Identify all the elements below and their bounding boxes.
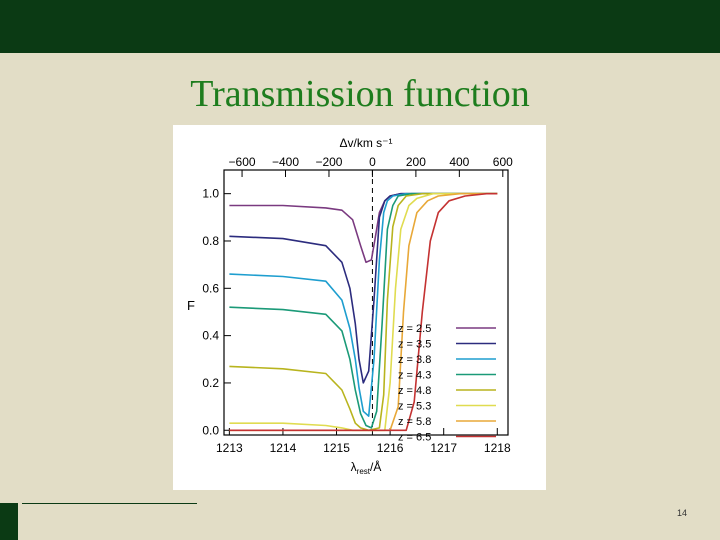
top-bar (0, 0, 720, 53)
legend: z = 2.5 z = 3.5 z = 3.8 z = 4.3 z = 4.8 z = 5… (398, 323, 496, 444)
legend-label: z = 5.3 (398, 401, 431, 413)
x-tick-label: 1214 (270, 441, 297, 455)
legend-label: z = 3.5 (398, 339, 431, 351)
x-axis-label-unit: /Å (370, 459, 381, 474)
tick-labels: 1213 1214 1215 1216 1217 1218 0.0 0.2 0.4 0.6 0.8 1… (202, 155, 513, 455)
series-line (229, 192, 498, 432)
top-tick-label: −600 (229, 155, 256, 169)
series-lines (229, 192, 498, 432)
y-tick-label: 0.6 (202, 281, 219, 295)
legend-label: z = 5.8 (398, 416, 431, 428)
top-tick-label: −400 (272, 155, 299, 169)
series-line (229, 192, 498, 384)
top-tick-label: 0 (369, 155, 376, 169)
top-tick-label: 600 (493, 155, 513, 169)
legend-label: z = 4.3 (398, 370, 431, 382)
series-line (229, 192, 498, 417)
top-axis-label: Δv/km s⁻¹ (339, 136, 392, 150)
y-tick-label: 1.0 (202, 187, 219, 201)
series-line (229, 192, 498, 264)
top-tick-label: 400 (449, 155, 469, 169)
axis-ticks (224, 170, 504, 435)
plot-frame (223, 169, 509, 436)
y-axis-label: F (187, 298, 195, 313)
top-tick-label: 200 (406, 155, 426, 169)
legend-label: z = 2.5 (398, 323, 431, 335)
legend-label: z = 6.5 (398, 432, 431, 444)
footer-line (22, 503, 197, 504)
page-number: 14 (677, 508, 688, 518)
x-tick-label: 1215 (323, 441, 350, 455)
series-line (229, 192, 498, 432)
top-tick-label: −200 (315, 155, 342, 169)
legend-label: z = 3.8 (398, 354, 431, 366)
x-tick-label: 1218 (484, 441, 511, 455)
x-tick-label: 1213 (216, 441, 243, 455)
x-axis-label-base: λ (351, 460, 357, 474)
x-axis-label: λrest/Å (351, 459, 382, 476)
y-tick-label: 0.0 (202, 423, 219, 437)
series-line (229, 192, 498, 432)
y-tick-label: 0.8 (202, 234, 219, 248)
x-tick-label: 1216 (377, 441, 404, 455)
series-line (229, 192, 498, 432)
x-tick-label: 1217 (430, 441, 457, 455)
bottom-left-bar (0, 503, 18, 540)
transmission-chart: 1213 1214 1215 1216 1217 1218 0.0 0.2 0.4 0.6 0.8 1… (187, 136, 513, 476)
x-axis-label-sub: rest (357, 467, 371, 476)
chart-figure: 1213 1214 1215 1216 1217 1218 0.0 0.2 0.4 0.6 0.8 1… (173, 125, 546, 490)
y-tick-label: 0.4 (202, 329, 219, 343)
y-tick-label: 0.2 (202, 376, 219, 390)
legend-label: z = 4.8 (398, 385, 431, 397)
slide-title: Transmission function (190, 73, 530, 115)
series-line (229, 192, 498, 429)
